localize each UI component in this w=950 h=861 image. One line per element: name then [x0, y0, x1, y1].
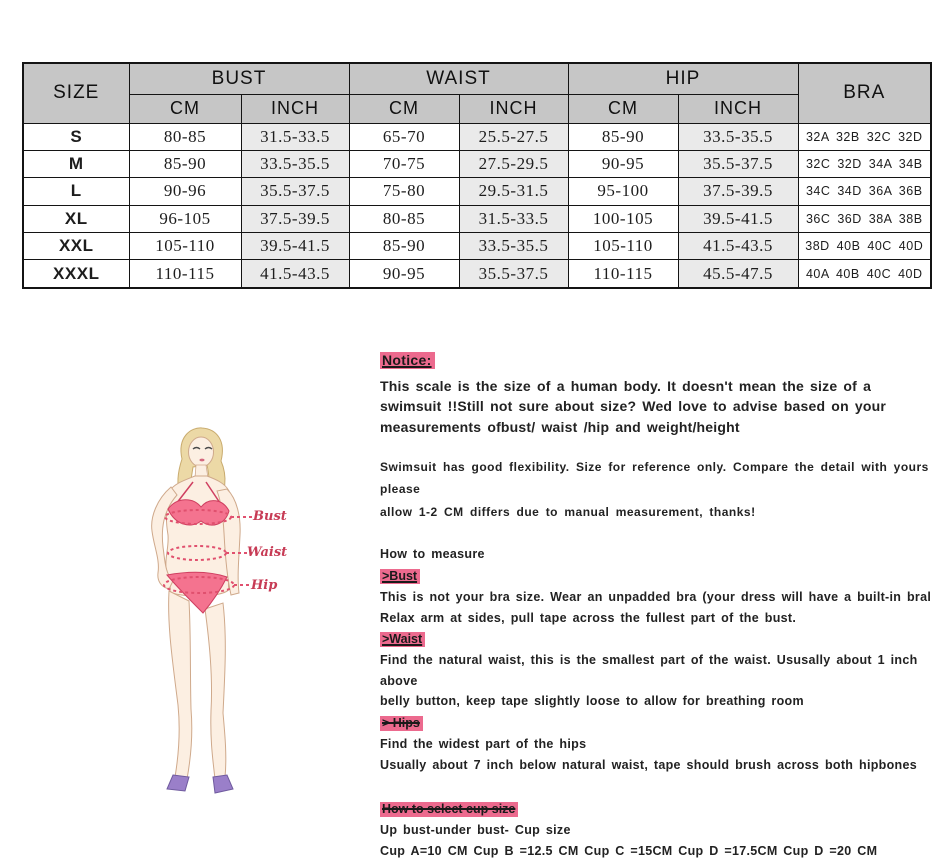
bra-value: 34C 34D 36A 36B: [797, 177, 932, 206]
bust-cm-value: 85-90: [128, 149, 242, 179]
header-hip: HIP: [567, 62, 799, 95]
table-row-m: M 85-90 33.5-35.5 70-75 27.5-29.5 90-95 …: [22, 149, 932, 179]
hip-cm-value: 110-115: [567, 259, 679, 289]
size-value: S: [22, 122, 130, 151]
size-chart-table-container: SIZE BUST WAIST HIP BRA CM INCH CM INCH …: [22, 62, 932, 289]
hips-instruction-line: Usually about 7 inch below natural waist…: [380, 757, 917, 772]
size-value: XXXL: [22, 259, 130, 289]
cup-size-heading: How to select cup size: [380, 802, 519, 818]
bust-cm-value: 90-96: [128, 177, 242, 206]
bust-inch-value: 39.5-41.5: [240, 232, 350, 261]
hip-inch-value: 37.5-39.5: [677, 177, 799, 206]
waist-inch-value: 33.5-35.5: [458, 232, 569, 261]
bust-inch-value: 37.5-39.5: [240, 204, 350, 234]
bra-value: 36C 36D 38A 38B: [797, 204, 932, 234]
hip-inch-value: 33.5-35.5: [677, 122, 799, 151]
hip-inch-value: 45.5-47.5: [677, 259, 799, 289]
waist-cm-value: 75-80: [348, 177, 460, 206]
flexibility-line: Swimsuit has good flexibility. Size for …: [380, 459, 929, 497]
header-waist: WAIST: [348, 62, 569, 95]
intro-line: This scale is the size of a human body. …: [380, 378, 872, 394]
bra-value: 40A 40B 40C 40D: [797, 259, 932, 289]
hip-cm-value: 90-95: [567, 149, 679, 179]
waist-cm-value: 90-95: [348, 259, 460, 289]
intro-line: swimsuit !!Still not sure about size? We…: [380, 398, 887, 415]
flexibility-paragraph: Swimsuit has good flexibility. Size for …: [380, 456, 932, 524]
waist-instruction-line: Find the natural waist, this is the smal…: [380, 653, 918, 688]
waist-inch-value: 29.5-31.5: [458, 177, 569, 206]
waist-figure-label: Waist: [247, 545, 288, 560]
bust-inch-value: 35.5-37.5: [240, 177, 350, 206]
size-chart-table: SIZE BUST WAIST HIP BRA CM INCH CM INCH …: [22, 62, 932, 289]
waist-inch-value: 35.5-37.5: [458, 259, 569, 289]
size-value: XL: [22, 204, 130, 234]
hip-cm-value: 105-110: [567, 232, 679, 261]
bust-instruction-line: Relax arm at sides, pull tape across the…: [380, 610, 797, 625]
hip-cm-value: 100-105: [567, 204, 679, 234]
waist-section-heading: >Waist: [380, 632, 426, 648]
how-to-measure-heading: How to measure: [380, 547, 485, 562]
hip-figure-label: Hip: [251, 578, 278, 593]
header-waist-cm: CM: [348, 93, 460, 124]
waist-inch-value: 27.5-29.5: [458, 149, 569, 179]
waist-inch-value: 31.5-33.5: [458, 204, 569, 234]
waist-cm-value: 80-85: [348, 204, 460, 234]
header-bust-cm: CM: [128, 93, 242, 124]
notice-heading: Notice:: [380, 352, 435, 369]
cup-size-line: Cup A=10 CM Cup B =12.5 CM Cup C =15CM C…: [380, 843, 878, 858]
bra-value: 32A 32B 32C 32D: [797, 122, 932, 151]
header-size: SIZE: [22, 62, 130, 124]
table-row-s: S 80-85 31.5-33.5 65-70 25.5-27.5 85-90 …: [22, 122, 932, 151]
bust-cm-value: 80-85: [128, 122, 242, 151]
bust-inch-value: 41.5-43.5: [240, 259, 350, 289]
bust-section-heading: >Bust: [380, 568, 421, 584]
bra-value: 32C 32D 34A 34B: [797, 149, 932, 179]
hip-cm-value: 85-90: [567, 122, 679, 151]
header-waist-inch: INCH: [458, 93, 569, 124]
size-value: M: [22, 149, 130, 179]
notice-text-column: Notice: This scale is the size of a huma…: [380, 352, 932, 861]
table-row-xl: XL 96-105 37.5-39.5 80-85 31.5-33.5 100-…: [22, 204, 932, 234]
bust-cm-value: 110-115: [128, 259, 242, 289]
hip-inch-value: 39.5-41.5: [677, 204, 799, 234]
woman-sketch-drawing: [151, 427, 252, 794]
waist-instruction-line: belly button, keep tape slightly loose t…: [380, 694, 804, 709]
table-row-xxl: XXL 105-110 39.5-41.5 85-90 33.5-35.5 10…: [22, 232, 932, 261]
header-bra: BRA: [797, 62, 932, 124]
bust-instruction-line: This is not your bra size. Wear an unpad…: [380, 589, 932, 604]
body-measurement-illustration: [105, 425, 335, 805]
intro-paragraph: This scale is the size of a human body. …: [380, 376, 932, 437]
header-hip-inch: INCH: [677, 93, 799, 124]
hip-inch-value: 41.5-43.5: [677, 232, 799, 261]
table-row-l: L 90-96 35.5-37.5 75-80 29.5-31.5 95-100…: [22, 177, 932, 206]
how-to-measure-section: How to measure >Bust This is not your br…: [380, 544, 932, 775]
waist-cm-value: 65-70: [348, 122, 460, 151]
cup-size-section: How to select cup size Up bust-under bus…: [380, 802, 932, 861]
flexibility-line: allow 1-2 CM differs due to manual measu…: [380, 504, 756, 519]
waist-inch-value: 25.5-27.5: [458, 122, 569, 151]
header-hip-cm: CM: [567, 93, 679, 124]
bust-figure-label: Bust: [253, 509, 287, 524]
waist-cm-value: 70-75: [348, 149, 460, 179]
cup-size-line: Up bust-under bust- Cup size: [380, 823, 571, 838]
bust-cm-value: 96-105: [128, 204, 242, 234]
intro-line: measurements ofbust/ waist /hip and weig…: [380, 418, 740, 435]
size-value: XXL: [22, 232, 130, 261]
table-row-xxxl: XXXL 110-115 41.5-43.5 90-95 35.5-37.5 1…: [22, 259, 932, 289]
waist-cm-value: 85-90: [348, 232, 460, 261]
bust-inch-value: 31.5-33.5: [240, 122, 350, 151]
hip-cm-value: 95-100: [567, 177, 679, 206]
size-value: L: [22, 177, 130, 206]
hips-section-heading: > Hips: [380, 715, 423, 731]
bust-cm-value: 105-110: [128, 232, 242, 261]
header-bust: BUST: [128, 62, 350, 95]
bust-inch-value: 33.5-35.5: [240, 149, 350, 179]
bra-value: 38D 40B 40C 40D: [797, 232, 932, 261]
hip-inch-value: 35.5-37.5: [677, 149, 799, 179]
header-bust-inch: INCH: [240, 93, 350, 124]
hips-instruction-line: Find the widest part of the hips: [380, 736, 587, 751]
